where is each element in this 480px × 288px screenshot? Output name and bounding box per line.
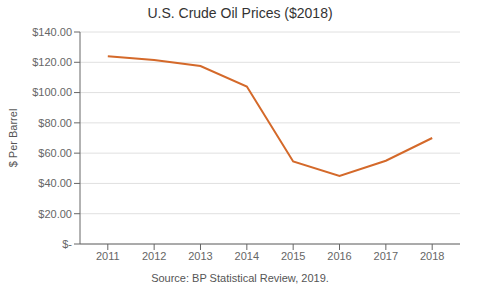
svg-text:$100.00: $100.00 [32,86,72,98]
svg-text:2012: 2012 [142,250,166,262]
svg-text:2015: 2015 [281,250,305,262]
svg-text:2014: 2014 [235,250,259,262]
html-text:U.S. Crude Oil Prices ($2018): U.S. Crude Oil Prices ($2018) [147,5,333,21]
svg-text:$ Per Barrel: $ Per Barrel [8,109,19,168]
svg-text:$60.00: $60.00 [38,147,72,159]
svg-text:2018: 2018 [420,250,444,262]
svg-text:$120.00: $120.00 [32,56,72,68]
svg-text:2011: 2011 [96,250,120,262]
svg-text:$140.00: $140.00 [32,26,72,38]
svg-text:$80.00: $80.00 [38,117,72,129]
svg-text:2013: 2013 [188,250,212,262]
svg-text:$20.00: $20.00 [38,208,72,220]
svg-text:2016: 2016 [327,250,351,262]
html-text:Source: BP Statistical Review,: Source: BP Statistical Review, 2019. [151,272,329,284]
svg-text:$40.00: $40.00 [38,177,72,189]
svg-text:2017: 2017 [374,250,398,262]
svg-text:$-: $- [62,238,72,250]
